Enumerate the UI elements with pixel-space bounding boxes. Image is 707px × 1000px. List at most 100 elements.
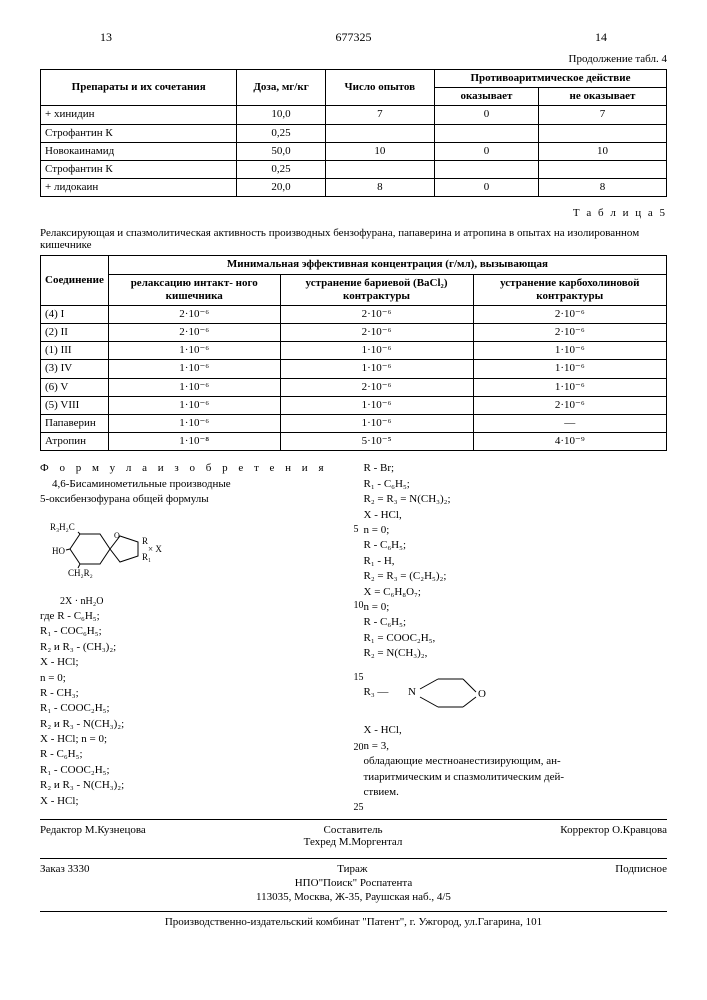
table5-label: Т а б л и ц а 5	[40, 207, 667, 219]
table-cell: 2·10⁻⁶	[280, 305, 473, 323]
ln20: 20	[354, 741, 364, 755]
ln15: 15	[354, 671, 364, 685]
table-cell	[434, 124, 538, 142]
table-cell: 20,0	[237, 179, 325, 197]
table-cell: Строфантин К	[41, 160, 237, 178]
formula-line: X - HCl;	[40, 655, 344, 670]
ln5: 5	[354, 523, 359, 537]
table-cell: + лидокаин	[41, 179, 237, 197]
svg-text:× X: × X	[148, 544, 162, 554]
formula-heading: Ф о р м у л а и з о б р е т е н и я	[40, 461, 344, 476]
table-cell: Новокаинамид	[41, 142, 237, 160]
table-row: Папаверин1·10⁻⁶1·10⁻⁶—	[41, 415, 667, 433]
table-cell: 2·10⁻⁶	[280, 324, 473, 342]
formula-line: ствием.	[364, 785, 668, 800]
svg-text:CH₂R₂: CH₂R₂	[68, 568, 93, 578]
t5-h1: Соединение	[41, 256, 109, 306]
struct-caption: 2X · nH₂O	[60, 595, 344, 609]
table-cell: 2·10⁻⁶	[280, 378, 473, 396]
ln25: 25	[354, 801, 364, 815]
formula-line: обладающие местноанестизирующим, ан-	[364, 754, 668, 769]
svg-text:HO: HO	[52, 546, 65, 556]
table-cell: 0	[434, 179, 538, 197]
t4-h2: Доза, мг/кг	[237, 70, 325, 106]
formula-line: R - C₆H₅;	[40, 747, 344, 762]
formula-line: тиаритмическим и спазмолитическим дей-	[364, 770, 668, 785]
table-cell: 1·10⁻⁶	[108, 342, 280, 360]
table-cell: 4·10⁻⁹	[473, 433, 666, 451]
t5-h2c: устранение карбохолиновой контрактуры	[473, 274, 666, 305]
table-cell: 1·10⁻⁶	[280, 396, 473, 414]
t5-h2a: релаксацию интакт- ного кишечника	[108, 274, 280, 305]
table-cell	[539, 124, 667, 142]
table-cell: (1) III	[41, 342, 109, 360]
table-cell: (3) IV	[41, 360, 109, 378]
table-cell: 1·10⁻⁶	[280, 360, 473, 378]
formula-line: R - C₆H₅;	[364, 615, 668, 630]
t4-h1: Препараты и их сочетания	[41, 70, 237, 106]
formula-line: n = 0;	[364, 600, 668, 615]
table-cell: 5·10⁻⁵	[280, 433, 473, 451]
formula-line: R - Br;	[364, 461, 668, 476]
formula-line: R - C₆H₅;	[364, 538, 668, 553]
formula-line: X - HCl;	[40, 794, 344, 809]
svg-text:O: O	[114, 531, 120, 540]
page-header: 13 677325 14	[40, 30, 667, 45]
formula-line: R - CH₃;	[40, 686, 344, 701]
table5-title: Релаксирующая и спазмолитическая активно…	[40, 227, 667, 251]
table-4: Препараты и их сочетания Доза, мг/кг Чис…	[40, 69, 667, 197]
table-row: (2) II2·10⁻⁶2·10⁻⁶2·10⁻⁶	[41, 324, 667, 342]
formula-line: n = 0;	[364, 523, 668, 538]
formula-line: R₂ и R₃ - (CH₃)₂;	[40, 640, 344, 655]
table-row: Строфантин К0,25	[41, 160, 667, 178]
table-cell: 0	[434, 142, 538, 160]
t4-h4a: оказывает	[434, 88, 538, 106]
table-cell: (2) II	[41, 324, 109, 342]
table-cell: 0,25	[237, 160, 325, 178]
table-cell: (4) I	[41, 305, 109, 323]
svg-text:N: N	[408, 686, 416, 698]
table-cell: 8	[539, 179, 667, 197]
table-row: Новокаинамид50,010010	[41, 142, 667, 160]
table-row: + хинидин10,0707	[41, 106, 667, 124]
footer-org1: НПО"Поиск" Роспатента	[40, 877, 667, 889]
table-cell	[325, 124, 434, 142]
table-cell: Атропин	[41, 433, 109, 451]
formula-line: R₂ = R₃ = N(CH₃)₂;	[364, 492, 668, 507]
table-cell: 10	[539, 142, 667, 160]
table-cell: 1·10⁻⁶	[108, 415, 280, 433]
formula-line: R₁ - COC₆H₅;	[40, 624, 344, 639]
t5-h2b: устранение бариевой (BaCl₂) контрактуры	[280, 274, 473, 305]
patent-number: 677325	[336, 30, 372, 45]
footer-tech: Техред М.Моргентал	[304, 836, 403, 848]
morpholine-label: R₃ —	[364, 685, 389, 700]
formula-line: R₂ = N(CH₃)₂,	[364, 646, 668, 661]
formula-section: Ф о р м у л а и з о б р е т е н и я 4,6-…	[40, 461, 667, 809]
table-cell: 2·10⁻⁶	[473, 324, 666, 342]
formula-intro2: 5-оксибензофурана общей формулы	[40, 492, 344, 507]
svg-text:R₃H₂C: R₃H₂C	[50, 522, 75, 532]
table-cell: (5) VIII	[41, 396, 109, 414]
table-cell: 1·10⁻⁶	[473, 342, 666, 360]
svg-text:O: O	[478, 688, 486, 700]
table-cell: 1·10⁻⁶	[280, 342, 473, 360]
formula-line: R₂ и R₃ - N(CH₃)₂;	[40, 717, 344, 732]
table-cell: 1·10⁻⁶	[473, 360, 666, 378]
footer-compiler: Составитель	[323, 824, 382, 836]
table-row: Атропин1·10⁻⁸5·10⁻⁵4·10⁻⁹	[41, 433, 667, 451]
t4-h4b: не оказывает	[539, 88, 667, 106]
footer-row-2: Заказ 3330 Тираж Подписное	[40, 858, 667, 875]
table-row: Строфантин К0,25	[41, 124, 667, 142]
table-cell	[325, 160, 434, 178]
formula-line: R₁ - H,	[364, 554, 668, 569]
formula-line: R₁ - COOC₂H₅;	[40, 763, 344, 778]
footer-bottom: Производственно-издательский комбинат "П…	[40, 911, 667, 928]
table-cell	[539, 160, 667, 178]
table-cell: 2·10⁻⁶	[108, 324, 280, 342]
page-num-left: 13	[100, 30, 112, 45]
table-cell: Папаверин	[41, 415, 109, 433]
ln10: 10	[354, 599, 364, 613]
table-cell: —	[473, 415, 666, 433]
table-cell: 1·10⁻⁶	[280, 415, 473, 433]
formula-line: X = C₆H₈O₇;	[364, 585, 668, 600]
